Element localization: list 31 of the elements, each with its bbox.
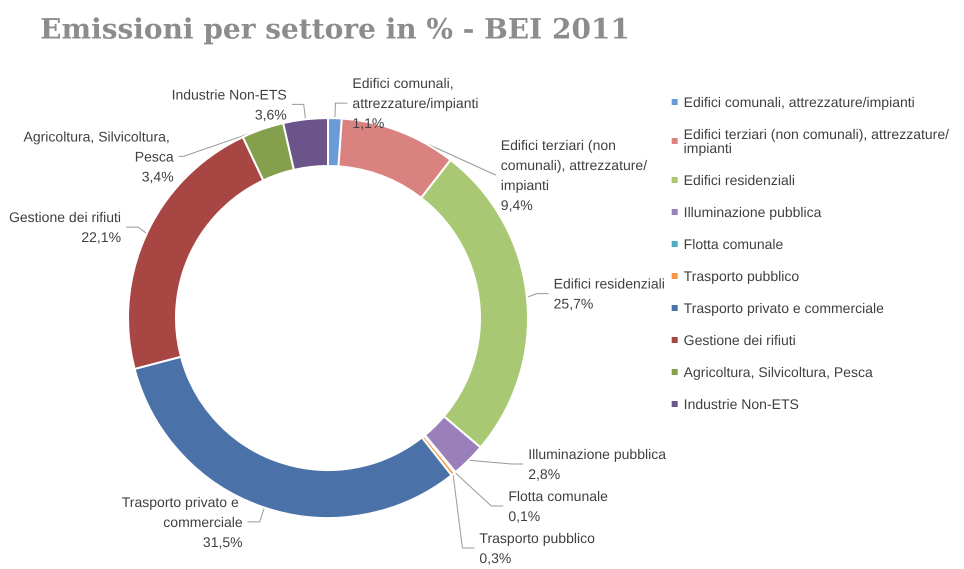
legend-label: Flotta comunale bbox=[684, 236, 784, 252]
slice-label: Illuminazione pubblica bbox=[528, 446, 666, 462]
legend-label: Agricoltura, Silvicoltura, Pesca bbox=[684, 364, 873, 380]
legend-label: Edifici terziari (non comunali), attrezzature/ impianti bbox=[684, 126, 950, 156]
slice-label: Agricoltura, Silvicoltura, Pesca bbox=[24, 128, 174, 164]
legend-label: Industrie Non-ETS bbox=[684, 396, 799, 412]
data-label: 1,1% bbox=[352, 115, 384, 132]
data-label: 0,1% bbox=[508, 508, 540, 524]
data-label: 25,7% bbox=[554, 296, 594, 312]
slice-label: Edifici terziari (non comunali), attrezzature/impianti bbox=[500, 137, 648, 194]
slice-label: Trasporto privato e commerciale bbox=[122, 494, 243, 530]
slice-label: Trasporto pubblico bbox=[479, 530, 596, 546]
data-label: 3,6% bbox=[254, 106, 287, 122]
data-label: 31,5% bbox=[202, 534, 243, 550]
legend-label: Trasporto privato e commerciale bbox=[684, 300, 884, 316]
data-label: 22,1% bbox=[81, 229, 122, 246]
data-label: 0,3% bbox=[479, 550, 512, 566]
data-label: 2,8% bbox=[528, 466, 560, 482]
legend-label: Edifici comunali, attrezzature/impianti bbox=[684, 94, 915, 110]
data-label: 9,4% bbox=[500, 197, 533, 214]
slice-label: Edifici comunali, attrezzature/impianti bbox=[352, 75, 478, 112]
legend-label: Trasporto pubblico bbox=[684, 268, 800, 284]
data-label: 3,4% bbox=[142, 168, 174, 184]
slice-label: Industrie Non-ETS bbox=[172, 86, 287, 102]
legend-label: Gestione dei rifiuti bbox=[684, 332, 796, 348]
chart-title: Emissioni per settore in % - BEI 2011 bbox=[40, 12, 630, 46]
slice-label: Flotta comunale bbox=[508, 488, 608, 504]
legend-label: Illuminazione pubblica bbox=[684, 204, 822, 220]
slice-label: Edifici residenziali bbox=[554, 276, 665, 292]
legend-label: Edifici residenziali bbox=[684, 172, 795, 188]
slice-label: Gestione dei rifiuti bbox=[8, 209, 122, 226]
